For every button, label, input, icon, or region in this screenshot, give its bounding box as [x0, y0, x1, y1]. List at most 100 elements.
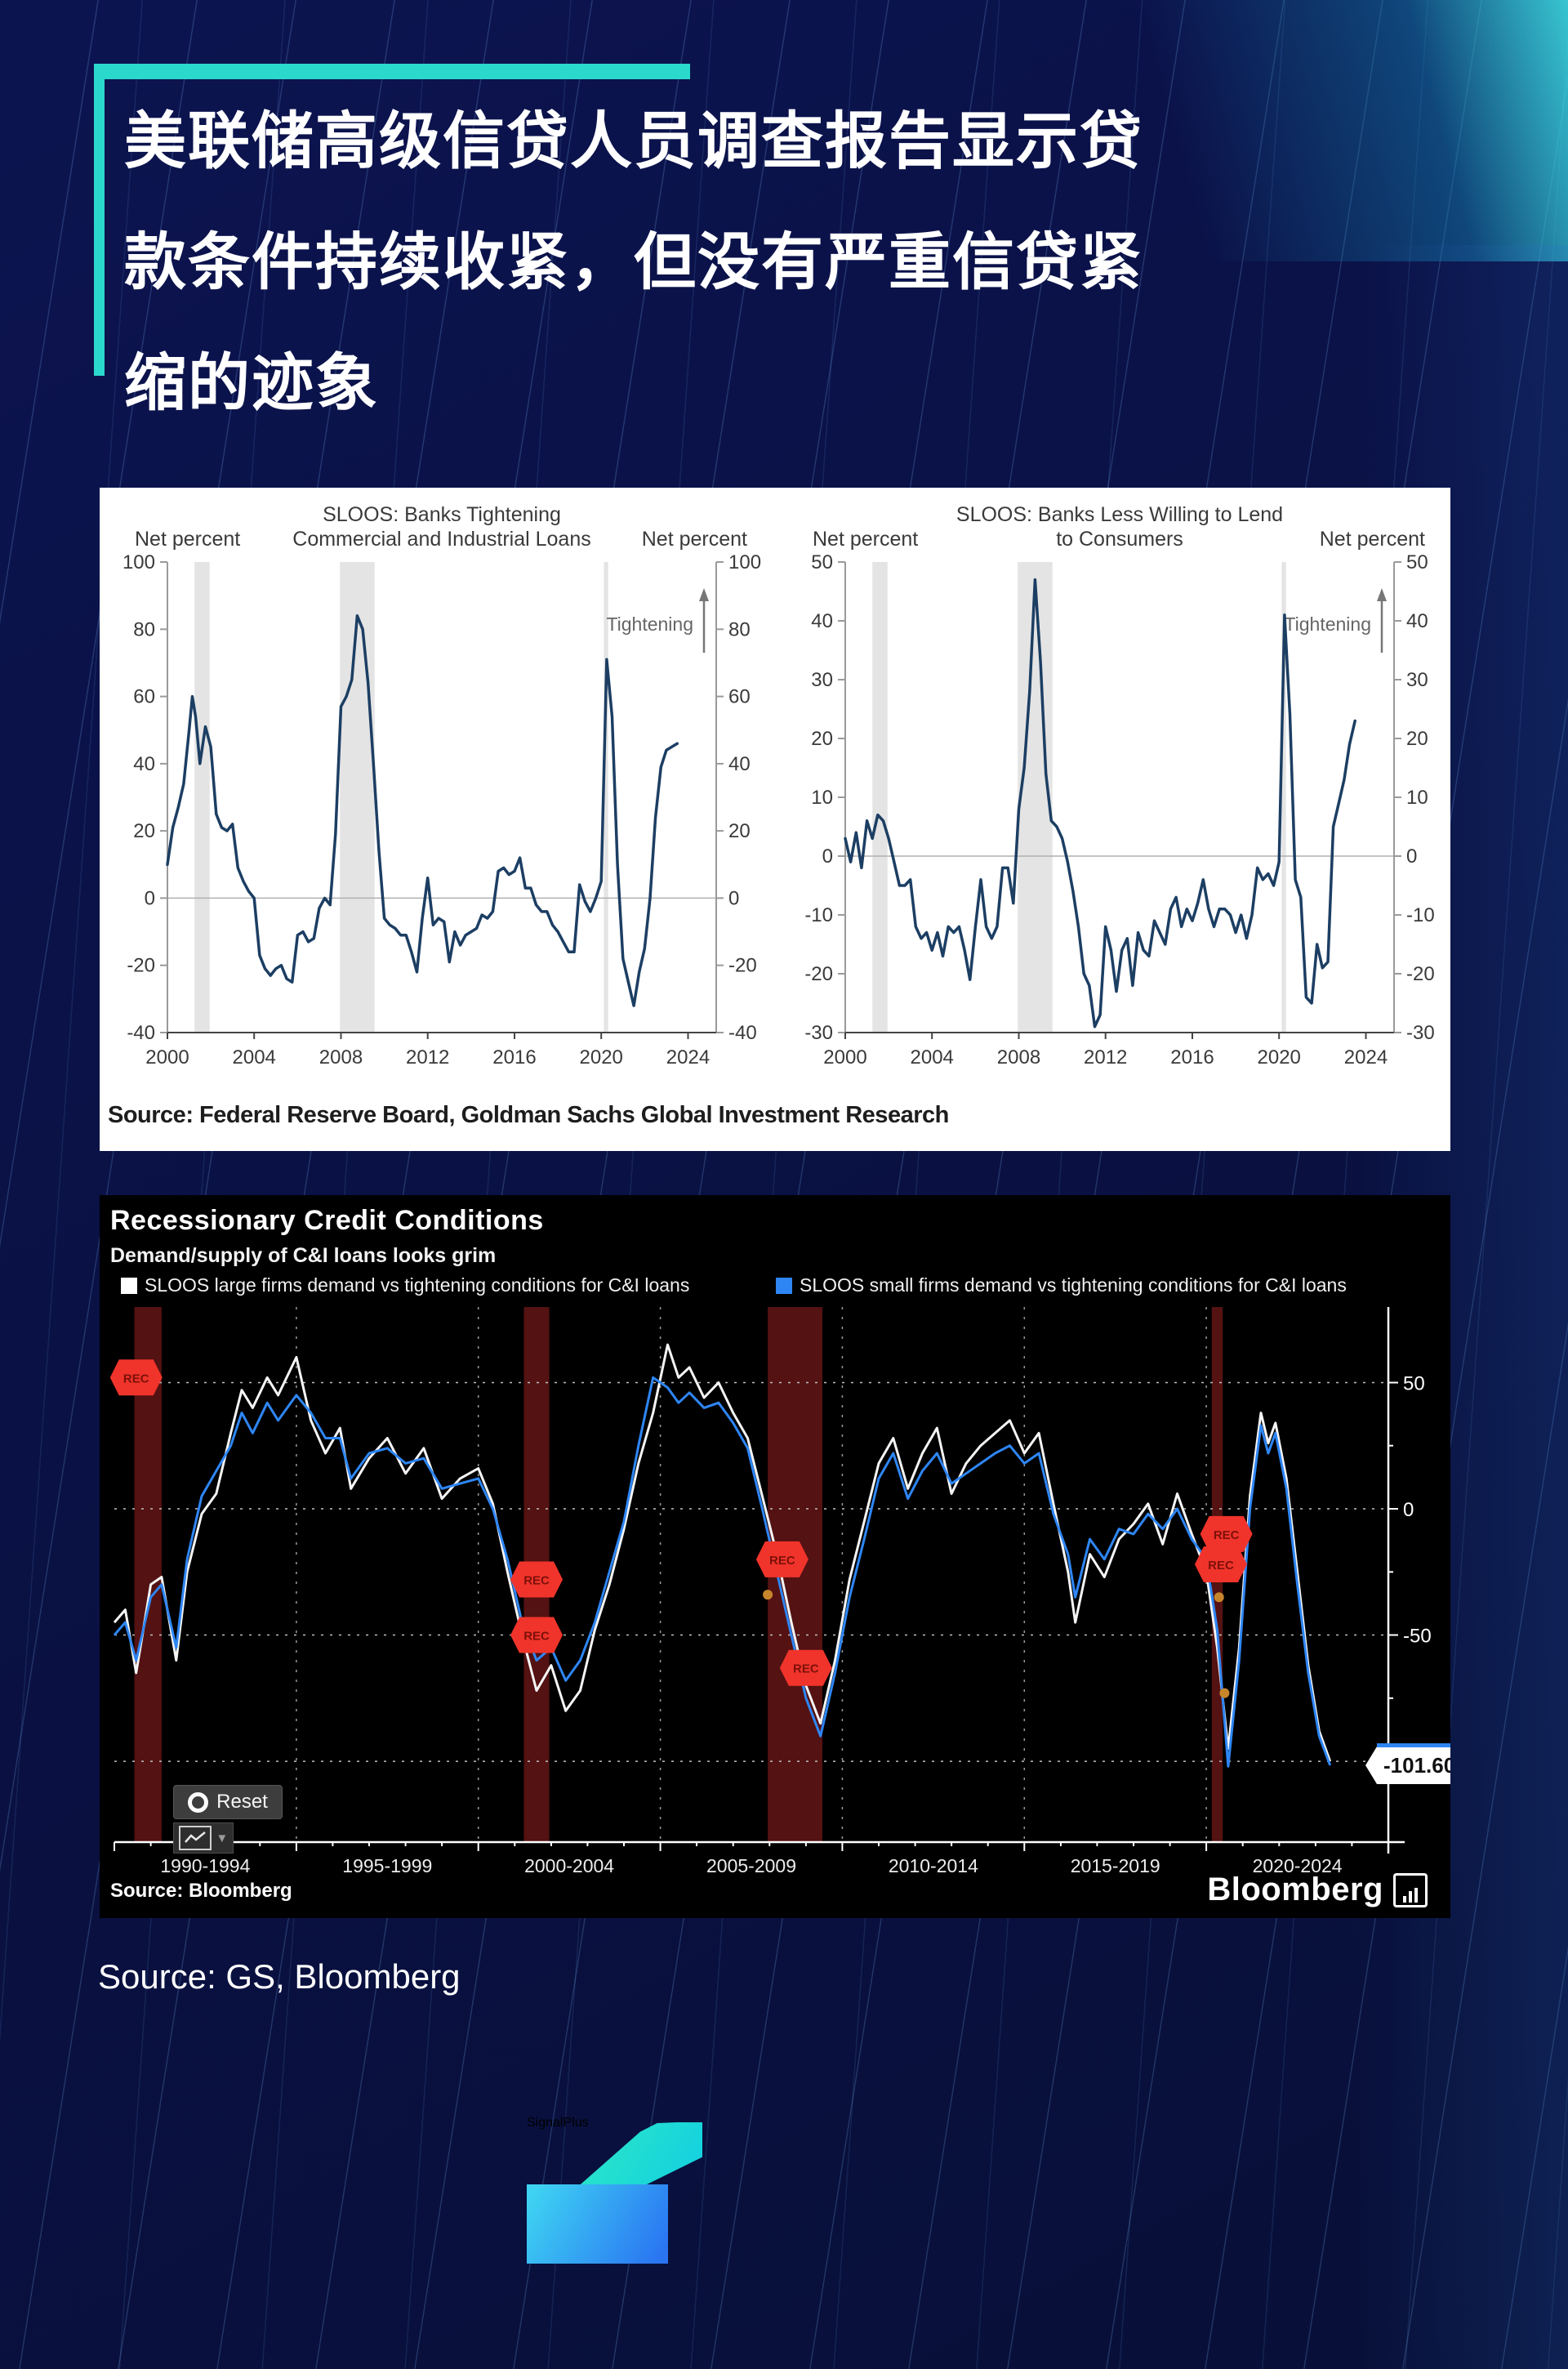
- legend-item-small-firms[interactable]: SLOOS small firms demand vs tightening c…: [776, 1274, 1347, 1296]
- recession-band: [604, 562, 608, 1033]
- bloomberg-source-text: Source: Bloomberg: [110, 1880, 292, 1902]
- legend-label-large-firms: SLOOS large firms demand vs tightening c…: [145, 1274, 690, 1296]
- rec-marker: [1194, 1546, 1247, 1582]
- svg-text:2008: 2008: [997, 1046, 1040, 1069]
- svg-text:2004: 2004: [911, 1046, 954, 1069]
- event-dot: [1214, 1592, 1224, 1603]
- svg-text:-10: -10: [1406, 904, 1435, 926]
- svg-text:60: 60: [133, 686, 155, 708]
- svg-text:-20: -20: [1406, 963, 1435, 985]
- legend-swatch-blue: [776, 1277, 792, 1294]
- page-title-line-2: 款条件持续收紧，但没有严重信贷紧: [124, 228, 1143, 297]
- bloomberg-wordmark: Bloomberg: [1207, 1872, 1383, 1907]
- series-line-small-firms: [113, 1376, 1332, 1768]
- reset-icon: [188, 1791, 209, 1813]
- svg-text:-101.6000: -101.6000: [1383, 1753, 1450, 1778]
- svg-text:REC: REC: [1214, 1528, 1240, 1542]
- x-axis-period-label: 2015-2019: [1071, 1855, 1160, 1876]
- svg-text:REC: REC: [123, 1372, 149, 1385]
- svg-text:0: 0: [145, 887, 155, 909]
- title-accent-bar-left: [94, 64, 105, 376]
- bloomberg-chart-panel: Recessionary Credit Conditions Demand/su…: [100, 1195, 1450, 1918]
- svg-text:-30: -30: [804, 1022, 833, 1044]
- chart-title: SLOOS: Banks Less Willing to Lend: [956, 503, 1283, 526]
- svg-text:2020: 2020: [1258, 1046, 1301, 1069]
- recession-band: [872, 562, 888, 1033]
- svg-text:2024: 2024: [666, 1046, 710, 1069]
- x-axis-period-label: 1990-1994: [160, 1855, 250, 1876]
- page-title-line-1: 美联储高级信贷人员调查报告显示贷: [124, 107, 1143, 176]
- event-dot: [1219, 1688, 1230, 1698]
- svg-text:10: 10: [811, 787, 833, 809]
- svg-text:2000: 2000: [145, 1046, 189, 1069]
- recession-band: [194, 562, 210, 1033]
- legend-swatch-white: [121, 1277, 137, 1294]
- svg-text:2016: 2016: [492, 1046, 536, 1069]
- svg-text:-20: -20: [728, 955, 757, 977]
- chart-title: SLOOS: Banks Tightening: [323, 503, 561, 526]
- svg-text:REC: REC: [769, 1554, 795, 1568]
- svg-text:30: 30: [1406, 669, 1428, 691]
- chevron-down-icon: ▼: [216, 1831, 229, 1845]
- svg-text:-20: -20: [804, 963, 833, 985]
- svg-text:50: 50: [811, 551, 833, 573]
- tightening-annotation: Tightening: [1284, 613, 1371, 635]
- svg-text:20: 20: [811, 728, 833, 750]
- svg-text:100: 100: [728, 551, 761, 573]
- bloomberg-chart-title: Recessionary Credit Conditions: [110, 1205, 544, 1236]
- y-axis-label: -50: [1403, 1626, 1432, 1648]
- recession-band: [1281, 562, 1286, 1033]
- svg-text:-40: -40: [127, 1022, 155, 1044]
- x-axis-period-label: 2020-2024: [1253, 1855, 1343, 1876]
- x-axis-period-label: 2005-2009: [706, 1855, 796, 1876]
- y-axis-label-right: Net percent: [642, 528, 747, 551]
- rec-marker: [109, 1359, 163, 1396]
- y-axis-label-left: Net percent: [813, 528, 918, 551]
- svg-text:-30: -30: [1406, 1022, 1435, 1044]
- svg-text:2024: 2024: [1344, 1046, 1388, 1069]
- svg-text:2000: 2000: [823, 1046, 866, 1069]
- series-line: [844, 578, 1356, 1028]
- rec-marker: [779, 1649, 832, 1686]
- svg-text:20: 20: [1406, 728, 1428, 750]
- svg-text:REC: REC: [523, 1630, 550, 1644]
- signalplus-logo: SignalPlus: [527, 2116, 1098, 2271]
- y-axis-label-left: Net percent: [135, 528, 240, 551]
- svg-text:-20: -20: [127, 955, 155, 977]
- x-axis-period-label: 2000-2004: [524, 1855, 614, 1876]
- svg-text:40: 40: [728, 753, 751, 775]
- footer-source-text: Source: GS, Bloomberg: [98, 1957, 461, 1996]
- legend-item-large-firms[interactable]: SLOOS large firms demand vs tightening c…: [121, 1274, 689, 1296]
- page-title: 美联储高级信贷人员调查报告显示贷 款条件持续收紧，但没有严重信贷紧 缩的迹象: [124, 82, 1398, 444]
- event-dot: [763, 1590, 773, 1600]
- rec-marker: [1200, 1515, 1253, 1552]
- svg-text:10: 10: [1406, 787, 1428, 809]
- svg-text:100: 100: [122, 551, 155, 573]
- page-title-line-3: 缩的迹象: [124, 349, 379, 418]
- series-line-large-firms: [113, 1343, 1332, 1762]
- svg-text:20: 20: [728, 820, 751, 842]
- line-chart-icon: [178, 1826, 212, 1850]
- reset-button[interactable]: Reset: [173, 1785, 283, 1819]
- rec-marker: [510, 1561, 564, 1598]
- goldman-sachs-charts-panel: 100 100 80 80 60 60 40 40 20 20 0 0 -20 -20 -40 -40 2000…: [100, 488, 1450, 1151]
- recession-band: [1018, 562, 1053, 1033]
- svg-text:REC: REC: [1208, 1559, 1234, 1573]
- x-axis-period-label: 1995-1999: [342, 1855, 432, 1876]
- svg-text:0: 0: [822, 845, 833, 868]
- svg-text:40: 40: [1406, 610, 1428, 632]
- svg-text:80: 80: [728, 618, 751, 640]
- svg-text:2004: 2004: [233, 1046, 276, 1069]
- chart-type-button[interactable]: ▼: [173, 1822, 234, 1854]
- svg-text:-40: -40: [728, 1022, 757, 1044]
- svg-text:2012: 2012: [1084, 1046, 1127, 1069]
- svg-text:80: 80: [133, 618, 155, 640]
- svg-text:2008: 2008: [319, 1046, 363, 1069]
- recessionary-credit-conditions-chart: REC REC REC REC REC REC REC 1990-1994 1995-1999 2…: [109, 1307, 1450, 1876]
- signalplus-wordmark: SignalPlus: [527, 2116, 589, 2130]
- gs-source-text: Source: Federal Reserve Board, Goldman S…: [108, 1102, 949, 1128]
- bloomberg-logo: Bloomberg: [1207, 1872, 1428, 1908]
